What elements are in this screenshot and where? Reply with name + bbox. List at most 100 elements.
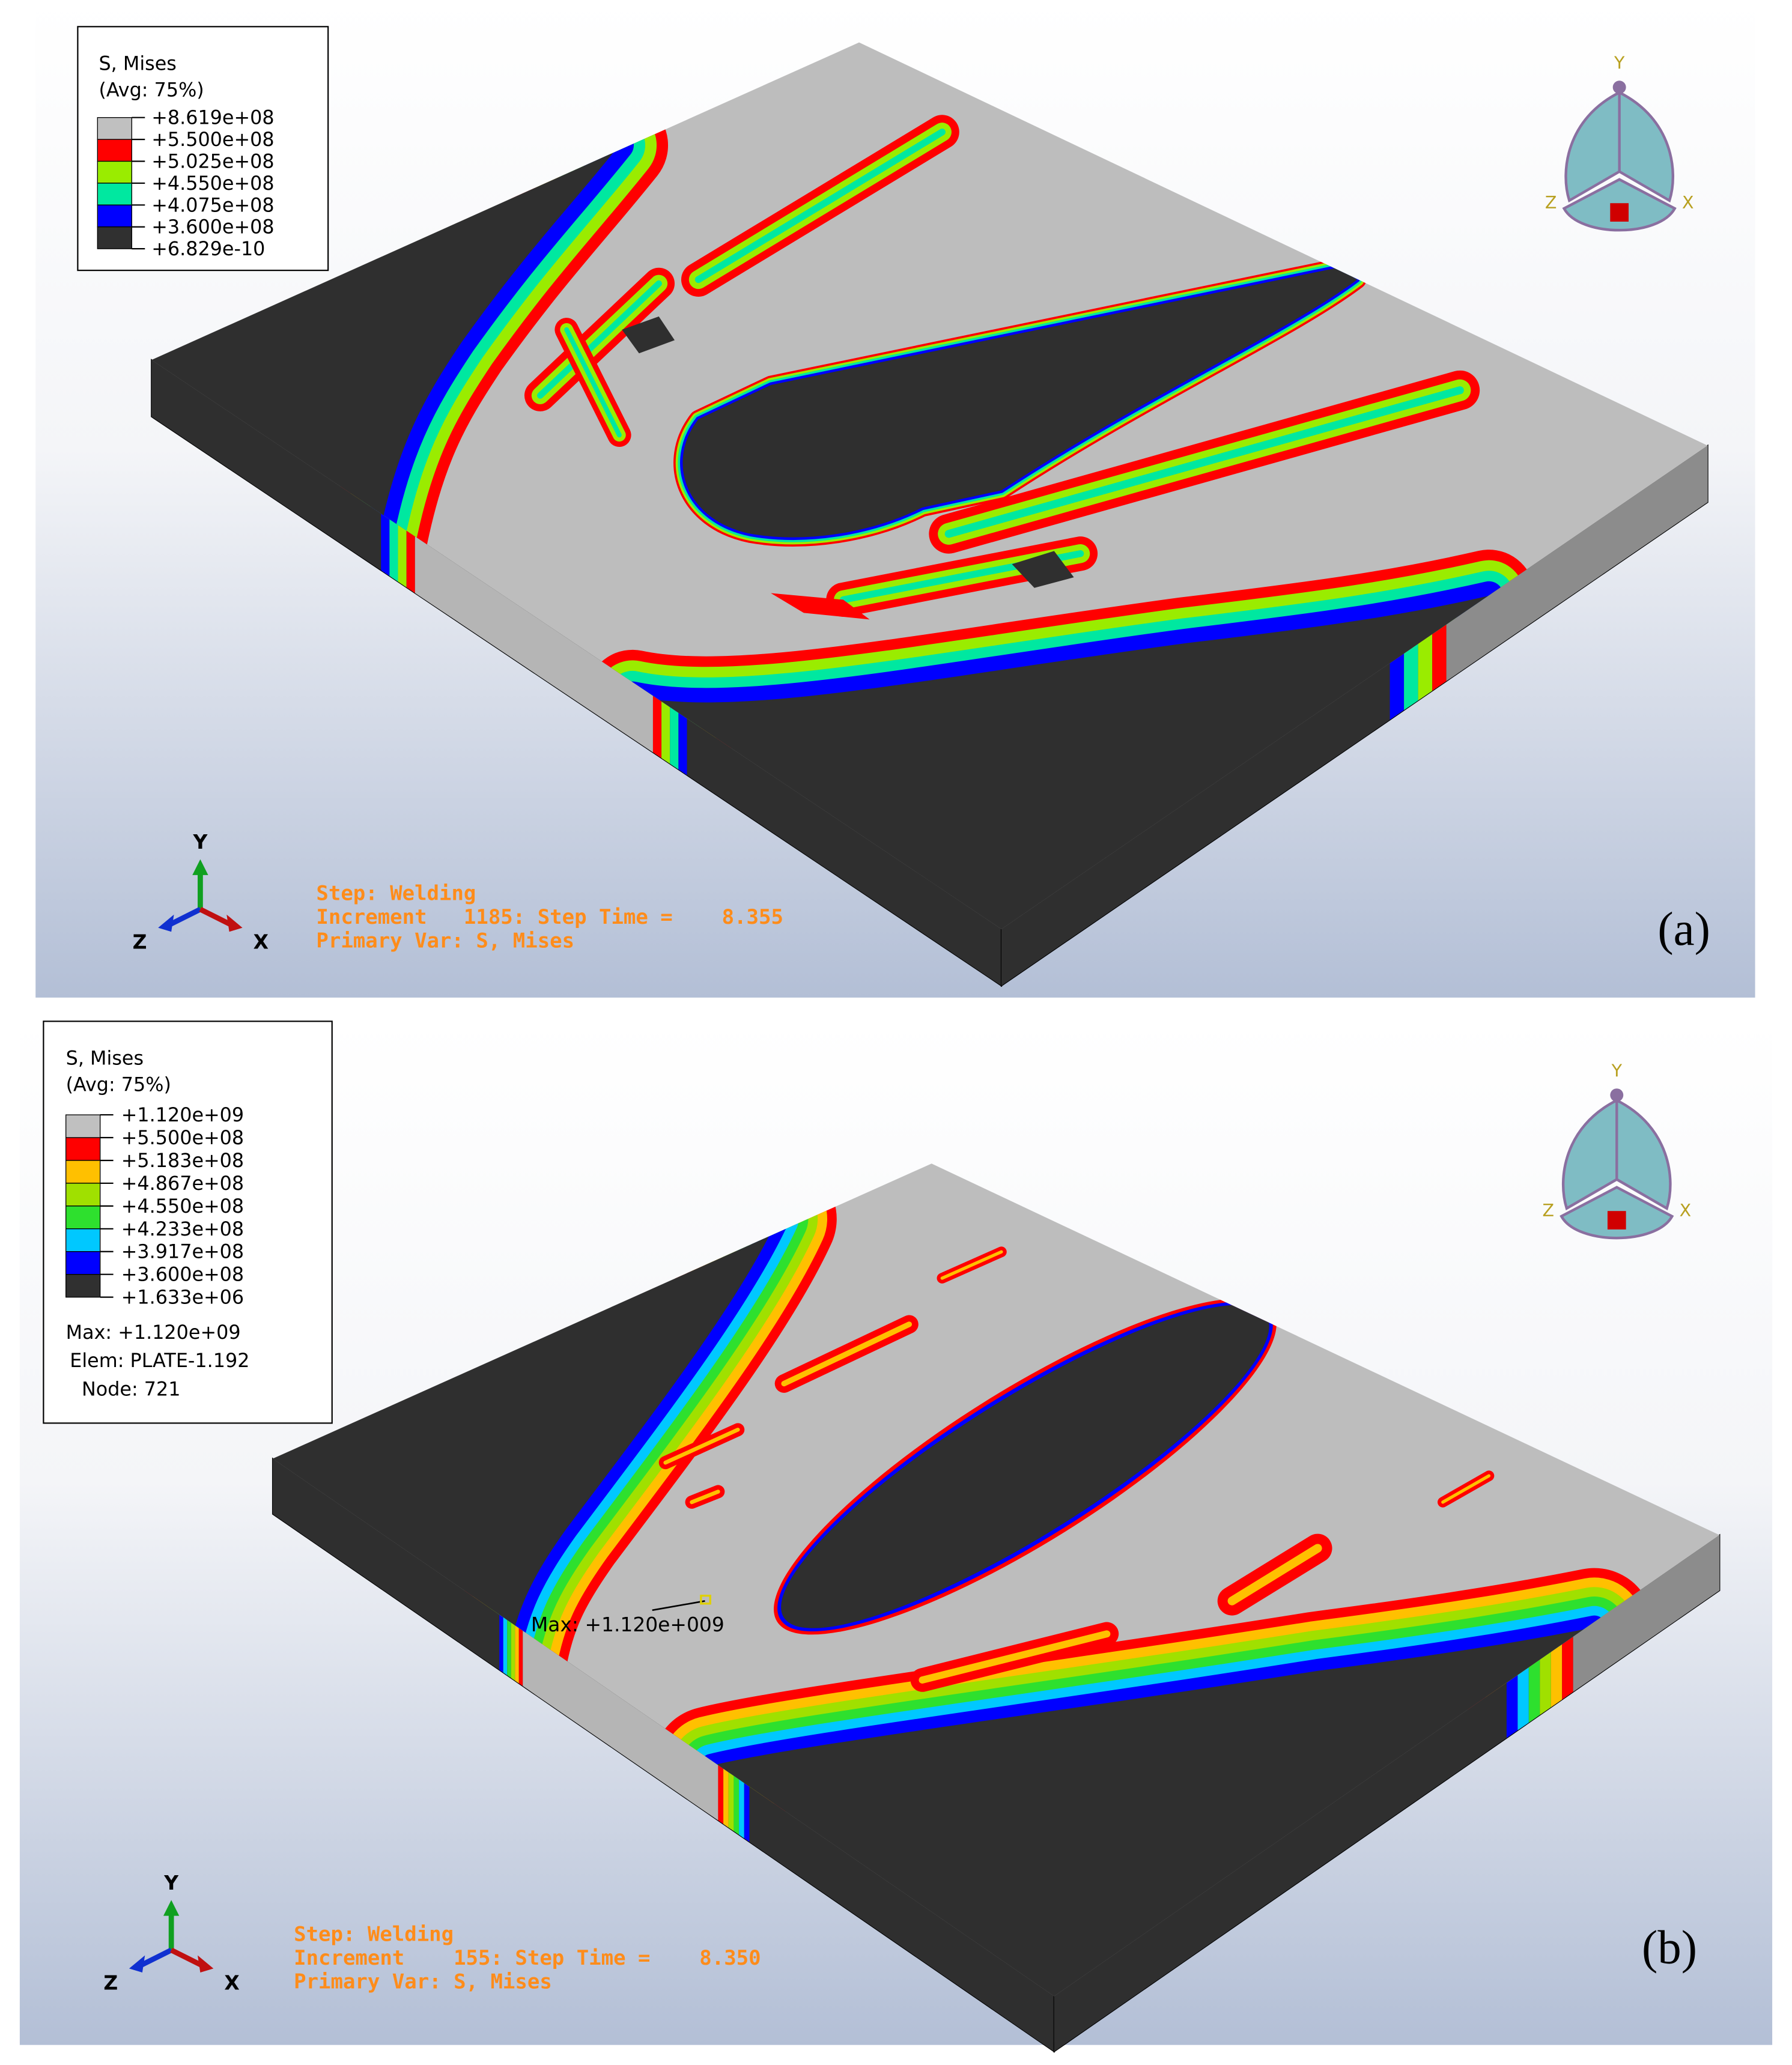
hot-region (1441, 1474, 1491, 1504)
hot-region (537, 280, 662, 399)
side-band (381, 514, 390, 576)
legend-level: +5.025e+08 (151, 150, 274, 172)
legend-level: +4.550e+08 (121, 1195, 244, 1217)
hot-region (663, 1428, 740, 1465)
legend-swatch (65, 1160, 101, 1184)
legend-level: +4.550e+08 (151, 172, 274, 195)
side-band (515, 1625, 519, 1684)
side-band (499, 1615, 503, 1673)
side-band (678, 712, 687, 775)
side-band (1528, 1660, 1540, 1723)
triad-label: Y (192, 830, 208, 854)
legend-swatch (97, 204, 132, 228)
side-band (749, 1786, 1054, 2052)
view-cube-label: Z (1545, 193, 1557, 213)
legend-swatch (65, 1114, 101, 1138)
low-region (1012, 551, 1074, 588)
side-band (518, 1628, 523, 1687)
side-band (503, 1617, 508, 1676)
step-info: Step: Welding (316, 882, 476, 906)
legend-level: +4.233e+08 (121, 1218, 244, 1240)
legend-subtitle: (Avg: 75%) (66, 1074, 171, 1096)
side-band (406, 530, 415, 593)
legend-swatch (97, 160, 132, 184)
step-info: Primary Var: S, Mises (294, 1969, 552, 1994)
step-info: Primary Var: S, Mises (316, 929, 574, 953)
plate-b: Max: +1.120e+009 (272, 1163, 1721, 2053)
triad-z (138, 1947, 173, 1968)
legend-level: +5.183e+08 (121, 1150, 244, 1172)
triad-x-head (198, 1955, 214, 1973)
side-band (728, 1772, 734, 1831)
side-band (1404, 643, 1418, 711)
legend-level: +1.120e+09 (121, 1104, 244, 1126)
step-info: Increment 155: Step Time = 8.350 (294, 1946, 761, 1970)
legend-swatch (65, 1251, 101, 1275)
side-band (1540, 1652, 1551, 1715)
view-cube-label: X (1682, 193, 1694, 213)
side-band (1517, 1667, 1529, 1730)
side-band (1418, 634, 1433, 701)
view-cube-label: Y (1614, 53, 1625, 73)
hot-region (1227, 1544, 1322, 1606)
triad-y-head (163, 1900, 180, 1916)
side-band (1446, 445, 1708, 682)
side-band (723, 1768, 729, 1828)
triad-label: Z (133, 930, 147, 954)
side-band (1390, 653, 1405, 720)
hot-region (771, 593, 870, 620)
side-band (507, 1620, 511, 1678)
triad-z-head (158, 914, 174, 932)
side-band (1054, 1682, 1507, 2052)
hot-region (690, 1490, 720, 1505)
view-cube-label: Y (1611, 1061, 1623, 1081)
view-cube-node (1612, 80, 1626, 94)
max-marker (700, 1595, 711, 1605)
side-band (1551, 1644, 1563, 1708)
panel-label: (b) (1642, 1922, 1697, 1974)
triad-x (170, 1947, 204, 1968)
side-band (739, 1779, 744, 1839)
side-band (661, 701, 670, 764)
side-band (1506, 1675, 1518, 1738)
contour-band (618, 581, 1504, 717)
legend-level: +8.619e+08 (151, 107, 274, 129)
legend-level: +3.917e+08 (121, 1241, 244, 1263)
side-band (398, 525, 407, 587)
legend-level: +1.633e+06 (121, 1287, 244, 1309)
view-cube-label: X (1680, 1201, 1692, 1221)
hot-region (694, 129, 946, 284)
side-band (415, 536, 653, 753)
max-info: Elem: PLATE-1.192 (70, 1350, 249, 1372)
leader-line (652, 1600, 705, 1612)
triad-x (199, 906, 233, 928)
triad-label: Z (103, 1971, 118, 1994)
hot-region (940, 1250, 1003, 1280)
side-band (1001, 663, 1390, 986)
legend-swatch (97, 226, 132, 249)
side-band (511, 1622, 515, 1681)
triad-label: X (224, 1971, 239, 1994)
step-info: Step: Welding (294, 1922, 454, 1946)
side-band (151, 360, 381, 571)
view-cube-node (1610, 1088, 1624, 1102)
step-info: Increment 1185: Step Time = 8.355 (316, 905, 783, 929)
side-band (273, 1458, 500, 1670)
triad-y-head (192, 859, 208, 875)
side-band (718, 1765, 724, 1824)
legend-swatch (97, 117, 132, 140)
view-cube-label: Z (1542, 1201, 1554, 1221)
triad-label: Y (163, 1871, 179, 1894)
side-band (734, 1775, 740, 1835)
legend-swatch (65, 1137, 101, 1161)
triad-x-head (226, 914, 243, 932)
hot-region (919, 1630, 1111, 1684)
legend-level: +5.500e+08 (121, 1127, 244, 1149)
legend-title: S, Mises (66, 1048, 144, 1070)
side-band (1573, 1535, 1720, 1692)
triad-z (167, 906, 202, 928)
max-info: Max: +1.120e+09 (66, 1321, 241, 1344)
legend-swatch (97, 139, 132, 162)
max-info: Node: 721 (82, 1378, 181, 1400)
